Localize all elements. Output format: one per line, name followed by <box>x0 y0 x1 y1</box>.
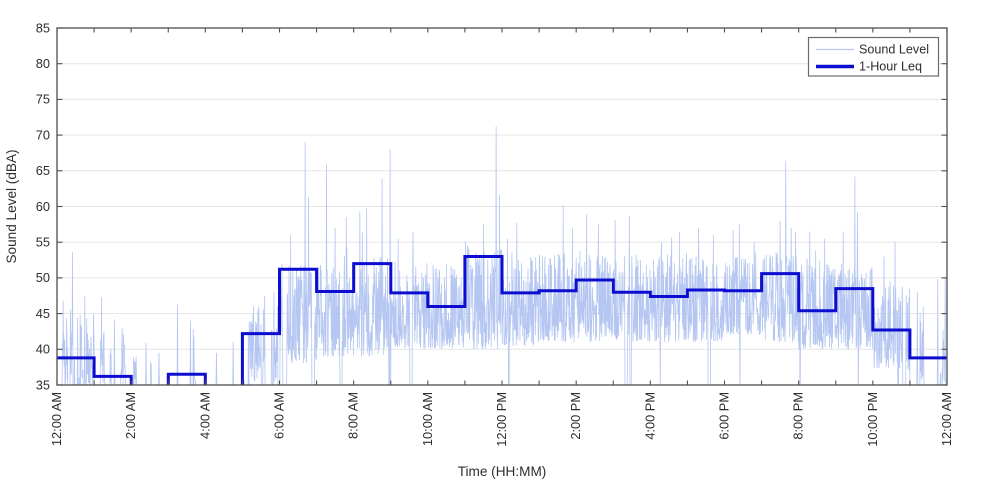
y-tick-label: 80 <box>36 56 50 71</box>
y-tick-label: 65 <box>36 163 50 178</box>
x-tick-label: 8:00 PM <box>791 392 806 440</box>
y-tick-labels: 35 40 45 50 55 60 65 70 75 80 85 <box>36 20 50 392</box>
leq-series <box>57 255 947 385</box>
x-tick-label: 12:00 AM <box>939 392 954 446</box>
x-tick-label: 10:00 AM <box>420 392 435 446</box>
x-tick-label: 6:00 PM <box>717 392 732 440</box>
x-tick-label: 6:00 AM <box>272 392 287 439</box>
x-tick-label: 2:00 AM <box>123 392 138 439</box>
x-tick-label: 10:00 PM <box>865 392 880 447</box>
y-tick-label: 75 <box>36 92 50 107</box>
y-tick-label: 85 <box>36 20 50 35</box>
y-tick-label: 40 <box>36 342 50 357</box>
y-tick-label: 60 <box>36 199 50 214</box>
axis-ticks <box>56 27 948 386</box>
legend-label-sound-level: Sound Level <box>859 43 929 57</box>
y-tick-label: 50 <box>36 270 50 285</box>
y-tick-label: 45 <box>36 306 50 321</box>
x-axis-label: Time (HH:MM) <box>458 464 547 479</box>
x-tick-label: 2:00 PM <box>568 392 583 440</box>
y-tick-label: 35 <box>36 377 50 392</box>
x-tick-label: 12:00 AM <box>49 392 64 446</box>
x-tick-label: 4:00 AM <box>197 392 212 439</box>
y-tick-label: 55 <box>36 235 50 250</box>
x-tick-label: 8:00 AM <box>346 392 361 439</box>
gridlines <box>57 63 947 350</box>
legend-label-leq: 1-Hour Leq <box>859 60 922 74</box>
legend-box <box>807 36 940 77</box>
x-tick-label: 12:00 PM <box>494 392 509 447</box>
y-axis-label: Sound Level (dBA) <box>4 149 19 263</box>
x-tick-labels: 12:00 AM 2:00 AM 4:00 AM 6:00 AM 8:00 AM 10:0… <box>49 392 954 447</box>
x-tick-label: 4:00 PM <box>642 392 657 440</box>
y-tick-label: 70 <box>36 127 50 142</box>
legend: Sound Level 1-Hour Leq <box>807 36 940 77</box>
